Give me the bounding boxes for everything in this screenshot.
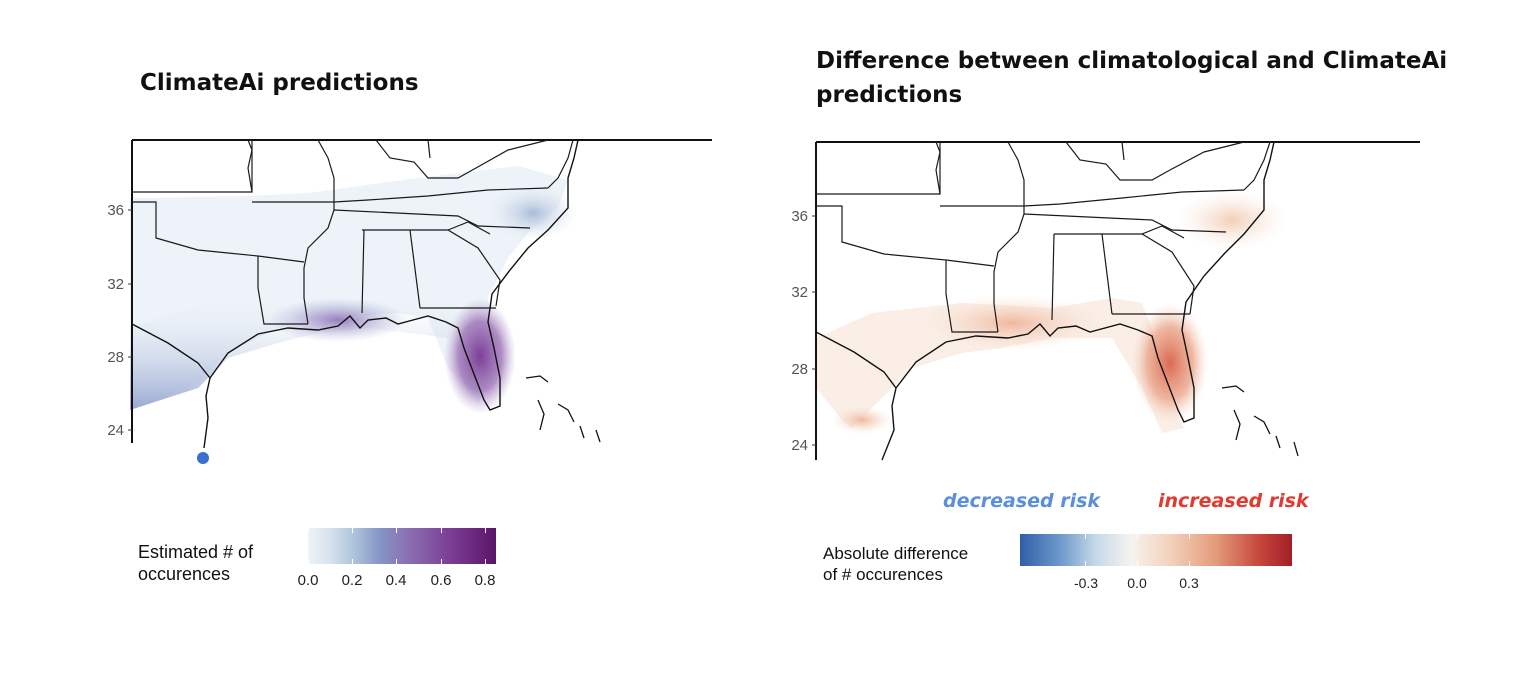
right-map: 36 32 28 24 [791, 141, 1420, 461]
left-colorbar [308, 528, 496, 564]
left-y-tick-36: 36 [107, 202, 124, 219]
right-legend-title-line1: Absolute difference [823, 544, 969, 563]
state-borders [816, 141, 1271, 333]
decreased-risk-label: decreased risk [943, 490, 1101, 512]
left-y-tick-32: 32 [107, 276, 124, 293]
left-colorbar-tick-0.6: 0.6 [430, 572, 452, 589]
right-y-axis [812, 215, 816, 446]
right-colorbar [1020, 534, 1292, 566]
difference-hotspot-louisiana [922, 295, 1102, 351]
right-colorbar-tick-0.0: 0.0 [1127, 575, 1147, 591]
left-colorbar-tick-0.0: 0.0 [297, 572, 319, 589]
increased-risk-label: increased risk [1158, 490, 1309, 512]
left-legend-title: Estimated # of occurences [138, 541, 253, 585]
location-marker [197, 452, 209, 464]
left-y-axis [128, 209, 132, 431]
coastline [815, 141, 1275, 461]
right-y-tick-36: 36 [791, 208, 808, 225]
bahamas-islands [525, 375, 601, 443]
right-y-tick-28: 28 [791, 361, 808, 378]
difference-hotspot-florida [1132, 303, 1208, 423]
difference-hotspot-texas [832, 406, 892, 434]
difference-hotspot-carolinas [1177, 190, 1287, 250]
left-colorbar-tick-0.4: 0.4 [385, 572, 407, 589]
left-colorbar-tick-0.8: 0.8 [474, 572, 496, 589]
prediction-hotspot-louisiana [268, 298, 408, 342]
right-panel-title: Difference between climatological and Cl… [816, 48, 1448, 108]
coastline [131, 139, 579, 449]
right-legend-title: Absolute difference of # occurences [823, 543, 968, 585]
right-y-tick-32: 32 [791, 284, 808, 301]
state-borders [132, 139, 574, 325]
right-legend-title-line2: of # occurences [823, 565, 944, 584]
prediction-hotspot-florida [444, 298, 516, 414]
prediction-hotspot-carolinas [488, 185, 578, 241]
left-legend-title-line2: occurences [138, 564, 231, 584]
left-panel-title: ClimateAi predictions [140, 70, 419, 96]
left-colorbar-tick-0.2: 0.2 [341, 572, 363, 589]
bahamas-islands [1221, 385, 1299, 457]
right-colorbar-tick-neg0.3: -0.3 [1073, 575, 1099, 591]
right-y-tick-24: 24 [791, 437, 808, 454]
left-map: 36 32 28 24 [107, 139, 712, 449]
left-y-tick-24: 24 [107, 422, 124, 439]
left-legend-title-line1: Estimated # of [138, 542, 254, 562]
right-colorbar-tick-0.3: 0.3 [1179, 575, 1199, 591]
left-y-tick-28: 28 [107, 349, 124, 366]
